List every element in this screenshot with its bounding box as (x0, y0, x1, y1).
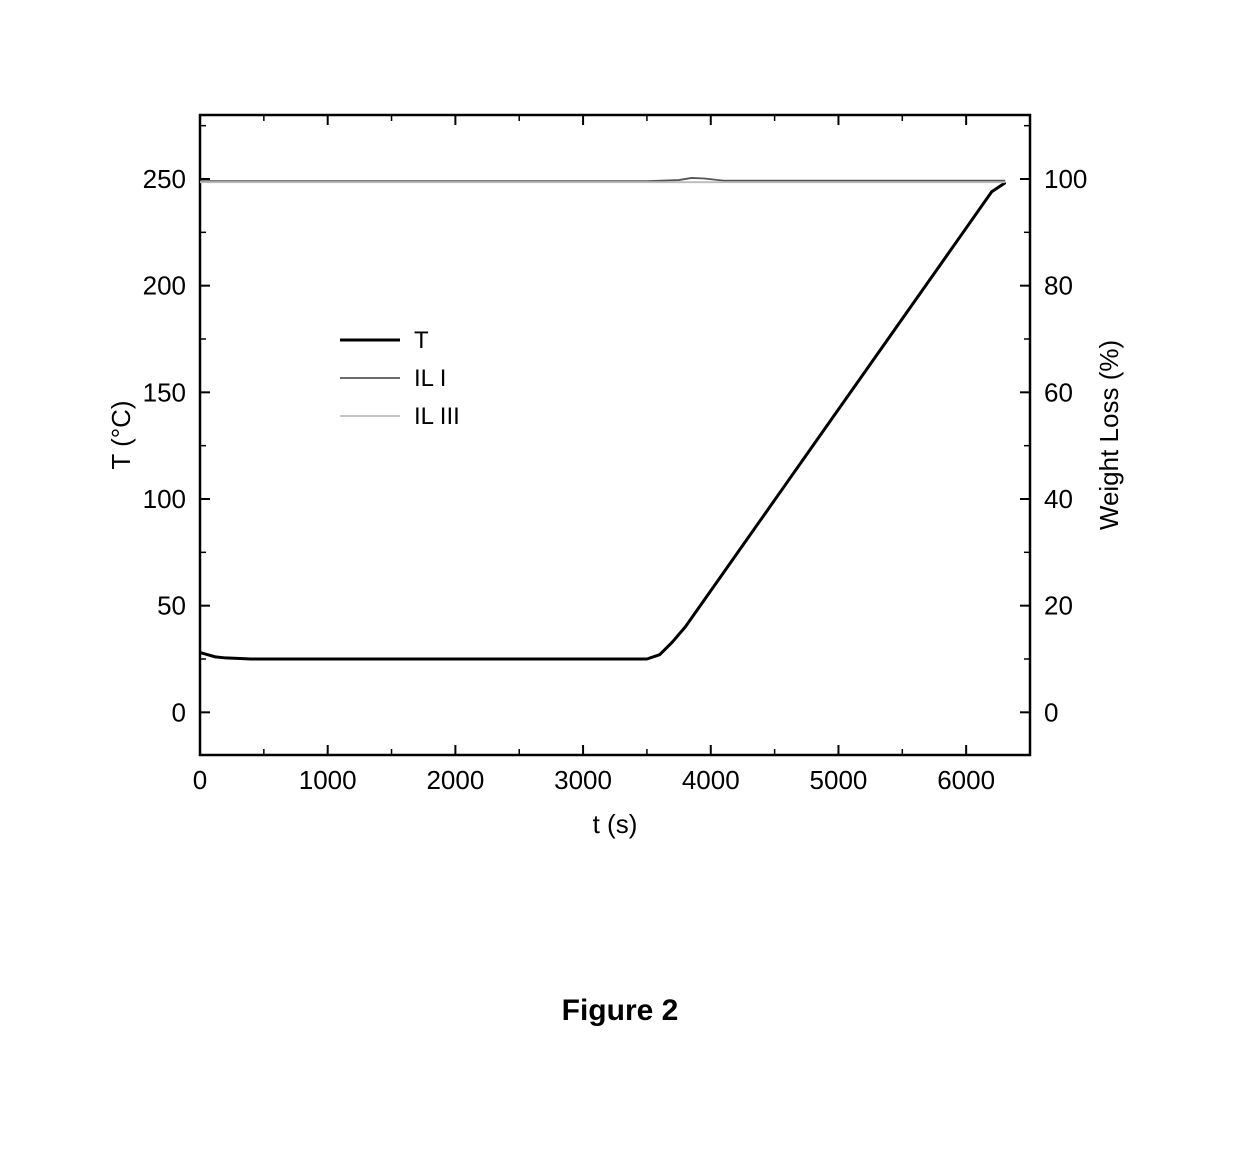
x-tick-label: 1000 (299, 765, 357, 795)
x-tick-label: 0 (193, 765, 207, 795)
y-right-axis-label: Weight Loss (%) (1094, 340, 1124, 530)
x-tick-label: 3000 (554, 765, 612, 795)
x-tick-label: 6000 (937, 765, 995, 795)
y-left-axis-label: T (°C) (106, 400, 136, 469)
yl-tick-label: 100 (143, 484, 186, 514)
series-t (200, 183, 1004, 659)
legend-label: IL III (414, 403, 460, 430)
series-group (200, 178, 1004, 659)
x-tick-label: 4000 (682, 765, 740, 795)
x-axis-label: t (s) (593, 809, 638, 839)
yr-tick-label: 40 (1044, 484, 1073, 514)
yr-tick-label: 100 (1044, 164, 1087, 194)
chart-wrapper: 0100020003000400050006000050100150200250… (0, 0, 1240, 1170)
legend-label: T (414, 327, 429, 354)
yl-tick-label: 50 (157, 591, 186, 621)
x-tick-label: 5000 (810, 765, 868, 795)
yl-tick-label: 250 (143, 164, 186, 194)
yl-tick-label: 150 (143, 377, 186, 407)
yr-tick-label: 60 (1044, 377, 1073, 407)
figure-caption: Figure 2 (562, 994, 679, 1027)
series-il-i (200, 178, 1004, 181)
yr-tick-label: 80 (1044, 271, 1073, 301)
yr-tick-label: 0 (1044, 697, 1058, 727)
legend-label: IL I (414, 365, 446, 392)
yr-tick-label: 20 (1044, 591, 1073, 621)
yl-tick-label: 0 (172, 697, 186, 727)
yl-tick-label: 200 (143, 271, 186, 301)
x-tick-label: 2000 (426, 765, 484, 795)
chart-svg: 0100020003000400050006000050100150200250… (0, 0, 1240, 1170)
